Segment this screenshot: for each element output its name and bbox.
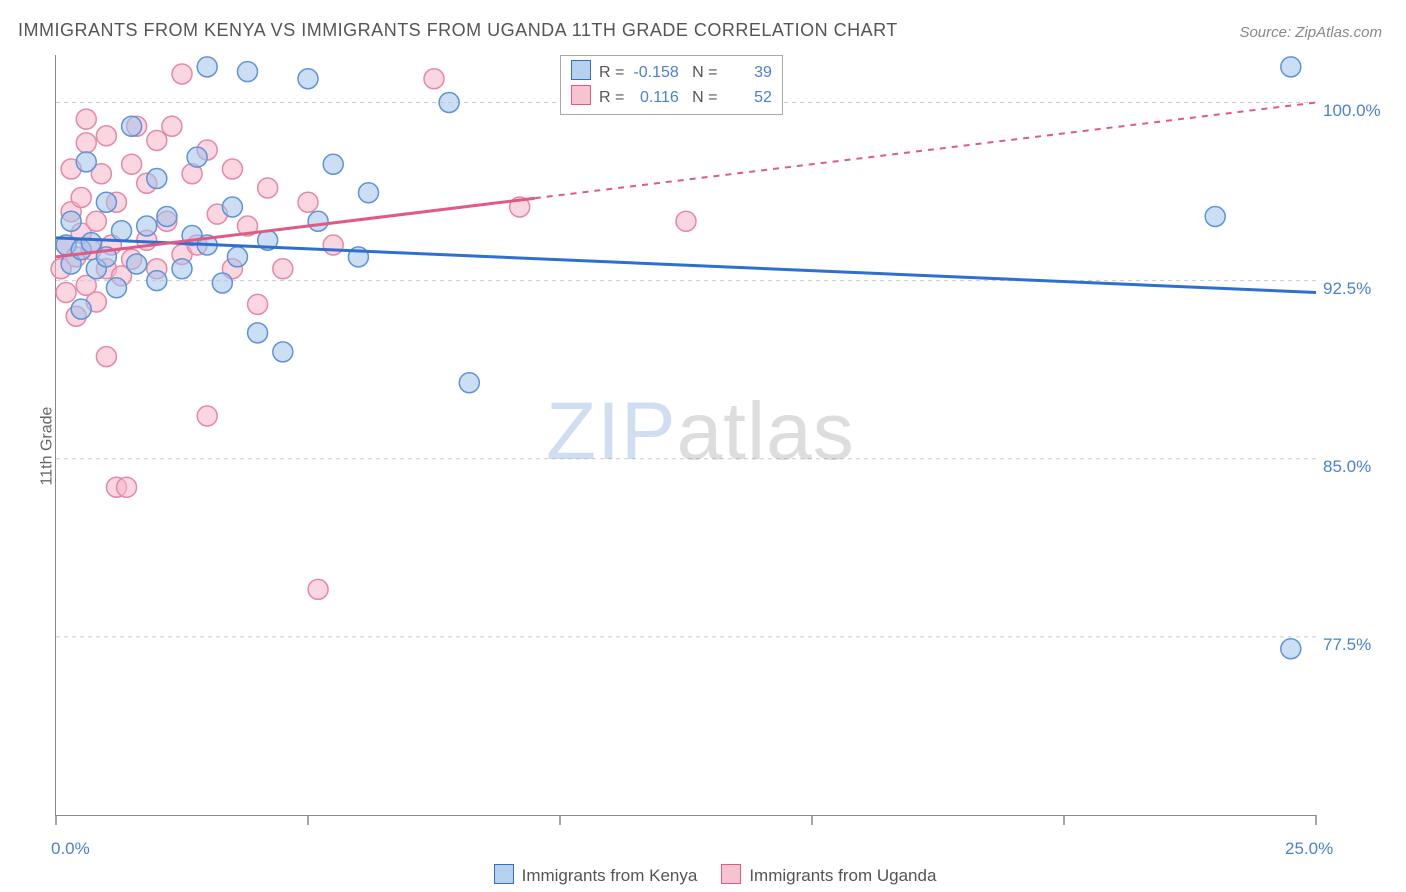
x-tick-label: 0.0% bbox=[51, 839, 90, 859]
y-axis-label: 11th Grade bbox=[38, 407, 56, 486]
y-tick-label: 100.0% bbox=[1323, 101, 1381, 121]
chart-svg bbox=[56, 55, 1316, 815]
legend-label: Immigrants from Uganda bbox=[749, 866, 936, 885]
y-tick-label: 77.5% bbox=[1323, 635, 1371, 655]
legend-stats-row: R = 0.116 N = 52 bbox=[571, 85, 772, 110]
legend-label: Immigrants from Kenya bbox=[522, 866, 698, 885]
legend-series: Immigrants from Kenya Immigrants from Uga… bbox=[0, 864, 1406, 886]
legend-swatch bbox=[721, 864, 741, 884]
legend-stats-box: R = -0.158 N = 39R = 0.116 N = 52 bbox=[560, 55, 783, 115]
source-attribution: Source: ZipAtlas.com bbox=[1239, 24, 1382, 41]
plot-area: ZIPatlas R = -0.158 N = 39R = 0.116 N = … bbox=[55, 55, 1316, 816]
y-tick-label: 92.5% bbox=[1323, 279, 1371, 299]
x-tick-label: 25.0% bbox=[1285, 839, 1333, 859]
legend-swatch bbox=[494, 864, 514, 884]
y-tick-label: 85.0% bbox=[1323, 457, 1371, 477]
chart-title: IMMIGRANTS FROM KENYA VS IMMIGRANTS FROM… bbox=[18, 20, 898, 41]
legend-stats-row: R = -0.158 N = 39 bbox=[571, 60, 772, 85]
